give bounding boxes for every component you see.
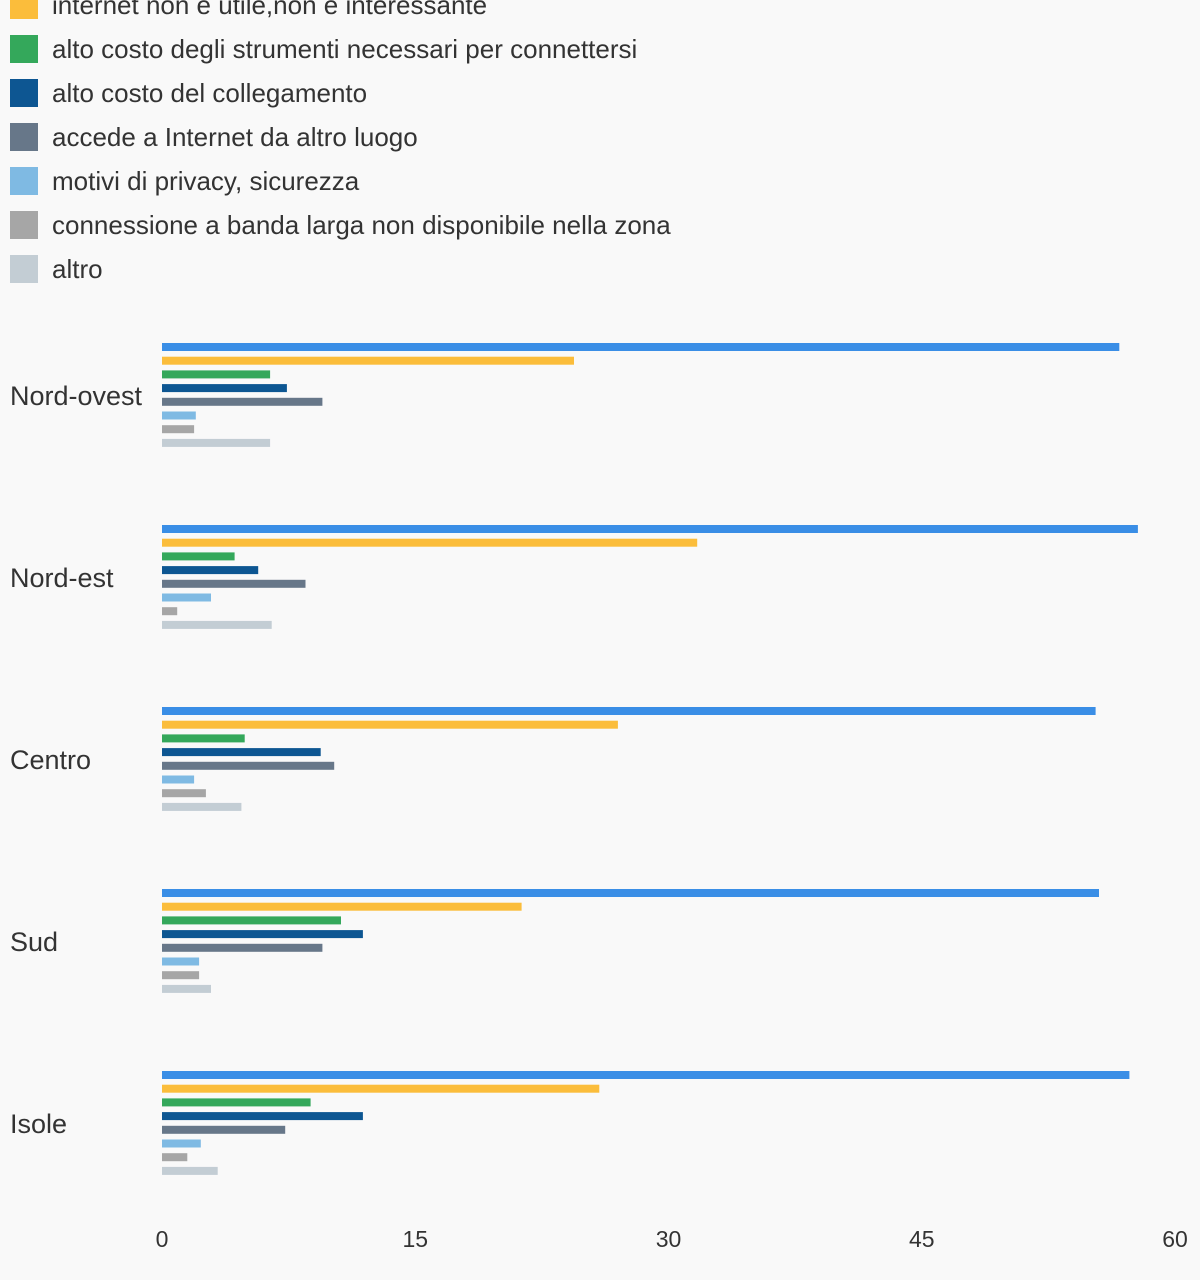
bar [162, 397, 323, 406]
legend-swatch [10, 35, 38, 63]
legend-swatch [10, 255, 38, 283]
bar [162, 1139, 201, 1148]
legend-label: accede a Internet da altro luogo [52, 121, 418, 152]
bar [162, 607, 178, 616]
bar [162, 943, 323, 952]
bar [162, 1084, 600, 1093]
bar [162, 579, 306, 588]
legend-label: motivi di privacy, sicurezza [52, 165, 360, 196]
bar [162, 552, 235, 561]
bars-group [162, 343, 1138, 1175]
bar [162, 370, 271, 379]
bar [162, 957, 200, 966]
legend-item: connessione a banda larga non disponibil… [10, 203, 671, 247]
category-label: Centro [10, 745, 91, 775]
bar [162, 356, 574, 365]
bar [162, 538, 698, 547]
bar [162, 525, 1138, 533]
bar [162, 916, 341, 925]
bar [162, 775, 195, 784]
bar [162, 761, 335, 770]
legend-swatch [10, 79, 38, 107]
bar [162, 802, 242, 811]
x-tick-label: 30 [656, 1226, 682, 1252]
legend-label: alto costo degli strumenti necessari per… [52, 33, 638, 64]
bar [162, 593, 211, 602]
category-label: Sud [10, 927, 58, 957]
legend-swatch [10, 123, 38, 151]
x-tick-label: 60 [1162, 1226, 1188, 1252]
bar [162, 734, 245, 743]
legend-label: alto costo del collegamento [52, 77, 368, 108]
bar [162, 1125, 286, 1134]
x-tick-label: 15 [403, 1226, 429, 1252]
legend-swatch [10, 0, 38, 19]
bar [162, 566, 259, 575]
category-labels: Nord-ovest Nord-est Centro Sud Isole [10, 381, 143, 1139]
bar [162, 411, 196, 420]
legend-label: connessione a banda larga non disponibil… [52, 209, 671, 240]
bar [162, 889, 1099, 897]
bar [162, 720, 618, 729]
legend-item: alto costo del collegamento [10, 71, 671, 115]
bar [162, 384, 287, 393]
legend-item: alto costo degli strumenti necessari per… [10, 27, 671, 71]
category-label: Nord-ovest [10, 381, 143, 411]
bar [162, 620, 272, 629]
x-axis-tick-labels: 0 15 30 45 60 [156, 1226, 1188, 1252]
bar [162, 1071, 1130, 1079]
bar [162, 971, 200, 980]
legend-label: altro [52, 253, 103, 284]
legend-item: altro [10, 247, 671, 291]
bar [162, 748, 321, 757]
legend-item: motivi di privacy, sicurezza [10, 159, 671, 203]
legend-label: internet non è utile,non è interessante [52, 0, 488, 20]
category-label: Isole [10, 1109, 67, 1139]
bar [162, 789, 206, 798]
legend-swatch [10, 167, 38, 195]
bar [162, 930, 363, 939]
bar [162, 438, 271, 447]
bar [162, 1166, 218, 1175]
bar [162, 425, 195, 434]
legend-item: internet non è utile,non è interessante [10, 0, 671, 27]
bar [162, 984, 211, 993]
x-tick-label: 0 [156, 1226, 169, 1252]
bar [162, 343, 1120, 351]
chart-legend: internet non è utile,non è interessante a… [10, 0, 671, 291]
legend-item: accede a Internet da altro luogo [10, 115, 671, 159]
bar [162, 707, 1096, 715]
category-label: Nord-est [10, 563, 114, 593]
bar [162, 1112, 363, 1121]
bar [162, 1153, 188, 1162]
legend-swatch [10, 211, 38, 239]
bar [162, 1098, 311, 1107]
x-tick-label: 45 [909, 1226, 935, 1252]
bar [162, 902, 522, 911]
